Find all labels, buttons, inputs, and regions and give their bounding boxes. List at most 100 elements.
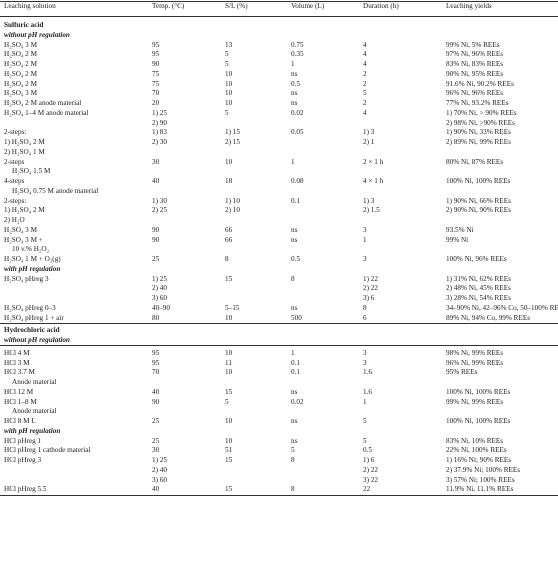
column-header: Volume (L) <box>291 2 325 10</box>
table-cell: 2) 1.5 <box>363 206 380 215</box>
row-label: H₂SO₄ 1.5 M <box>12 167 51 176</box>
table-cell: 80 <box>152 313 160 322</box>
table-cell: 3 <box>363 225 367 234</box>
table-cell: 0.5 <box>291 79 300 88</box>
row-label: H₂SO₄ 2 M <box>4 79 37 88</box>
table-cell: 15 <box>225 387 233 396</box>
table-cell: 95 <box>152 40 160 49</box>
table-cell: 90 <box>152 235 160 244</box>
row-label: 2-steps <box>4 157 25 166</box>
table-cell: 90% Ni, 95% REEs <box>446 69 504 78</box>
row-label: Anode material <box>12 407 57 416</box>
table-cell: 0.1 <box>291 368 300 377</box>
table-cell: 5 <box>291 446 295 455</box>
table-cell: 30 <box>152 446 160 455</box>
table-cell: 2 <box>363 79 367 88</box>
table-cell: 500 <box>291 313 302 322</box>
table-cell: 20 <box>152 99 160 107</box>
table-cell: 10 <box>225 89 233 98</box>
table-cell: 91.6% Ni, 90.2% REEs <box>446 79 514 88</box>
row-label: HCl 3 M <box>4 358 30 367</box>
table-cell: 3) 6 <box>363 294 375 302</box>
row-label: HCl 8 M L <box>4 417 36 425</box>
row-label: 2-steps: <box>4 196 27 205</box>
row-label: HCl pHreg 3 <box>4 456 42 464</box>
table-cell: 13 <box>225 40 233 49</box>
row-label: H₂SO₄ 1 M + O₃(g) <box>4 255 61 263</box>
table-cell: 1) 70% Ni, > 90% REEs <box>446 108 517 117</box>
table-cell: 66 <box>225 225 233 234</box>
table-cell: 90 <box>152 225 160 234</box>
table-cell: 3) 60 <box>152 294 167 302</box>
table-cell: 5 <box>225 50 229 59</box>
table-cell: 2 <box>363 69 367 78</box>
table-cell: 0.05 <box>291 128 304 137</box>
table-cell: 70 <box>152 89 160 98</box>
table-cell: 100% Ni, 96% REEs <box>446 255 507 263</box>
table-cell: 5 <box>225 108 229 117</box>
table-cell: ns <box>291 225 298 234</box>
table-cell: 3) 28% Ni, 54% REEs <box>446 294 511 302</box>
table-cell: 10 <box>225 348 233 357</box>
table-rule <box>0 345 558 347</box>
table-cell: 2) 89% Ni, 99% REEs <box>446 138 511 146</box>
table-cell: 1) 16% Ni; 90% REEs <box>446 456 512 464</box>
table-cell: 3) 22 <box>363 475 378 484</box>
row-label: 2-steps: <box>4 128 27 137</box>
table-cell: 99% Ni, 99% REEs <box>446 397 504 406</box>
table-cell: ns <box>291 235 298 244</box>
table-cell: 1) 22 <box>363 274 378 283</box>
table-cell: 1) 31% Ni, 62% REEs <box>446 274 511 283</box>
table-cell: 1) 90% Ni, 33% REEs <box>446 128 511 137</box>
column-header: Duration (h) <box>363 2 399 10</box>
column-header: Leaching yields <box>446 2 492 10</box>
table-cell: 4 <box>363 108 367 117</box>
table-cell: 95 <box>152 50 160 59</box>
table-cell: 15 <box>225 456 233 464</box>
table-cell: 2) 15 <box>225 138 240 146</box>
table-cell: 2) 90 <box>152 118 167 127</box>
table-cell: 2) 48% Ni, 45% REEs <box>446 284 511 293</box>
row-label: H₂SO₄ 3 M <box>4 40 37 49</box>
table-cell: 40 <box>152 485 160 494</box>
table-cell: 8 <box>291 274 295 283</box>
table-cell: 10 <box>225 417 233 425</box>
row-label: 1) H₂SO₄ 2 M <box>4 206 45 215</box>
table-cell: 15 <box>225 274 233 283</box>
table-cell: 90 <box>152 60 160 68</box>
table-cell: 99% Ni, 5% REEs <box>446 40 500 49</box>
table-cell: ns <box>291 417 298 425</box>
table-cell: 2) 98% Ni, >90% REEs <box>446 118 515 127</box>
row-label: H₂SO₄ 2 M <box>4 50 37 59</box>
section-heading: Sulfuric acid <box>4 21 44 29</box>
table-cell: 66 <box>225 235 233 244</box>
table-rule <box>0 16 558 17</box>
table-cell: 1 <box>363 397 367 406</box>
table-cell: 98% Ni, 99% REEs <box>446 348 504 357</box>
row-label: 2) H₂O <box>4 216 25 224</box>
table-cell: 90 <box>152 397 160 406</box>
column-header: S/L (%) <box>225 2 248 10</box>
row-label: H₂SO₄ 0.75 M anode material <box>12 186 99 195</box>
table-cell: 70 <box>152 368 160 377</box>
table-cell: 4 <box>363 50 367 59</box>
row-label: 1) H₂SO₄ 2 M <box>4 138 45 146</box>
table-cell: 1 <box>363 235 367 244</box>
section-subheading: with pH regulation <box>4 264 61 273</box>
row-label: Anode material <box>12 378 57 386</box>
table-cell: 2) 90% Ni, 90% REEs <box>446 206 511 215</box>
table-cell: 5 <box>363 436 367 445</box>
table-cell: ns <box>291 387 298 396</box>
table-cell: 89% Ni, 94% Co, 99% REEs <box>446 313 531 322</box>
row-label: H₂SO₄ 2 M <box>4 69 37 78</box>
table-cell: 11.9% Ni, 11.1% REEs <box>446 485 514 494</box>
table-cell: 10 <box>225 436 233 445</box>
table-cell: 1) 25 <box>152 274 167 283</box>
table-cell: 10 <box>225 157 233 166</box>
row-label: HCl pHreg 1 <box>4 436 42 445</box>
row-label: H₂SO₄ pHreg 0–3 <box>4 303 56 312</box>
table-cell: 51 <box>225 446 233 455</box>
table-cell: 10 <box>225 99 233 107</box>
table-cell: ns <box>291 99 298 107</box>
